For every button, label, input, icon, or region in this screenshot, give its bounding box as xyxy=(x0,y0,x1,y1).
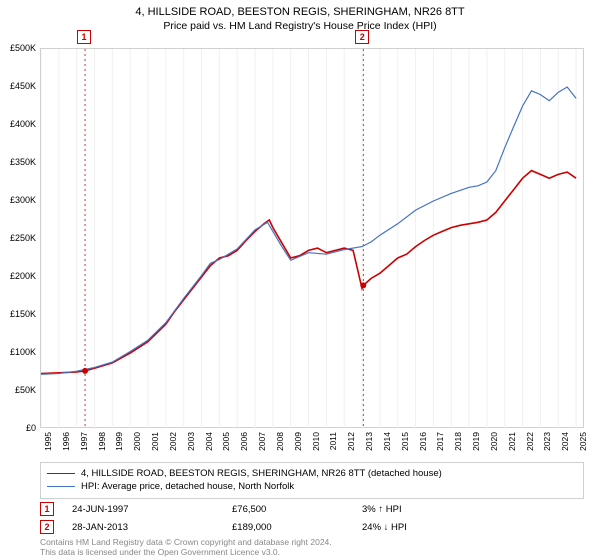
x-tick-label: 2010 xyxy=(311,432,321,451)
x-tick-label: 2009 xyxy=(293,432,303,451)
chart-area: £0£50K£100K£150K£200K£250K£300K£350K£400… xyxy=(40,48,584,428)
x-tick-label: 2006 xyxy=(239,432,249,451)
chart-title: 4, HILLSIDE ROAD, BEESTON REGIS, SHERING… xyxy=(0,0,600,18)
y-tick-label: £0 xyxy=(26,423,36,433)
x-tick-label: 2017 xyxy=(435,432,445,451)
chart-marker-1: 1 xyxy=(77,30,91,44)
x-tick-label: 2002 xyxy=(168,432,178,451)
x-tick-label: 2015 xyxy=(400,432,410,451)
trade-price: £189,000 xyxy=(232,522,332,533)
x-tick-label: 2008 xyxy=(275,432,285,451)
legend-swatch-property xyxy=(47,473,75,474)
x-tick-label: 2022 xyxy=(525,432,535,451)
x-tick-label: 2013 xyxy=(364,432,374,451)
x-tick-label: 2019 xyxy=(471,432,481,451)
copyright: Contains HM Land Registry data © Crown c… xyxy=(40,538,332,558)
trade-marker-icon: 2 xyxy=(40,520,54,534)
trade-date: 28-JAN-2013 xyxy=(72,522,202,533)
legend-box: 4, HILLSIDE ROAD, BEESTON REGIS, SHERING… xyxy=(40,462,584,499)
x-tick-label: 2001 xyxy=(150,432,160,451)
x-tick-label: 2018 xyxy=(453,432,463,451)
x-tick-label: 1995 xyxy=(43,432,53,451)
x-tick-label: 2014 xyxy=(382,432,392,451)
y-tick-label: £100K xyxy=(10,347,36,357)
y-tick-label: £150K xyxy=(10,309,36,319)
y-tick-label: £500K xyxy=(10,43,36,53)
chart-marker-2: 2 xyxy=(355,30,369,44)
legend-row-property: 4, HILLSIDE ROAD, BEESTON REGIS, SHERING… xyxy=(47,467,577,480)
trade-price: £76,500 xyxy=(232,504,332,515)
y-tick-label: £300K xyxy=(10,195,36,205)
y-tick-label: £400K xyxy=(10,119,36,129)
x-tick-label: 2000 xyxy=(132,432,142,451)
trade-marker-icon: 1 xyxy=(40,502,54,516)
trade-row: 2 28-JAN-2013 £189,000 24% ↓ HPI xyxy=(40,518,462,536)
trade-row: 1 24-JUN-1997 £76,500 3% ↑ HPI xyxy=(40,500,462,518)
x-tick-label: 2025 xyxy=(578,432,588,451)
legend-label-property: 4, HILLSIDE ROAD, BEESTON REGIS, SHERING… xyxy=(81,467,442,480)
plot-svg xyxy=(41,49,585,429)
x-tick-label: 2011 xyxy=(328,432,338,450)
copyright-line-2: This data is licensed under the Open Gov… xyxy=(40,548,332,558)
x-tick-label: 2005 xyxy=(221,432,231,451)
x-tick-label: 2016 xyxy=(418,432,428,451)
trades-table: 1 24-JUN-1997 £76,500 3% ↑ HPI 2 28-JAN-2013 £… xyxy=(40,500,462,536)
x-tick-label: 2021 xyxy=(507,432,517,451)
y-tick-label: £450K xyxy=(10,81,36,91)
x-tick-label: 2012 xyxy=(346,432,356,451)
x-tick-label: 1999 xyxy=(114,432,124,451)
y-tick-label: £200K xyxy=(10,271,36,281)
legend-swatch-hpi xyxy=(47,486,75,487)
chart-container: 4, HILLSIDE ROAD, BEESTON REGIS, SHERING… xyxy=(0,0,600,560)
trade-diff: 3% ↑ HPI xyxy=(362,504,462,515)
legend-row-hpi: HPI: Average price, detached house, Nort… xyxy=(47,480,577,493)
x-tick-label: 2004 xyxy=(204,432,214,451)
x-tick-label: 1998 xyxy=(97,432,107,451)
x-tick-label: 2007 xyxy=(257,432,267,451)
plot-region xyxy=(40,48,584,428)
y-tick-label: £350K xyxy=(10,157,36,167)
y-tick-label: £250K xyxy=(10,233,36,243)
legend-label-hpi: HPI: Average price, detached house, Nort… xyxy=(81,480,294,493)
x-tick-label: 2024 xyxy=(560,432,570,451)
x-tick-label: 1997 xyxy=(79,432,89,451)
trade-date: 24-JUN-1997 xyxy=(72,504,202,515)
trade-diff: 24% ↓ HPI xyxy=(362,522,462,533)
x-tick-label: 1996 xyxy=(61,432,71,451)
y-tick-label: £50K xyxy=(15,385,36,395)
x-tick-label: 2023 xyxy=(542,432,552,451)
x-tick-label: 2020 xyxy=(489,432,499,451)
x-tick-label: 2003 xyxy=(186,432,196,451)
